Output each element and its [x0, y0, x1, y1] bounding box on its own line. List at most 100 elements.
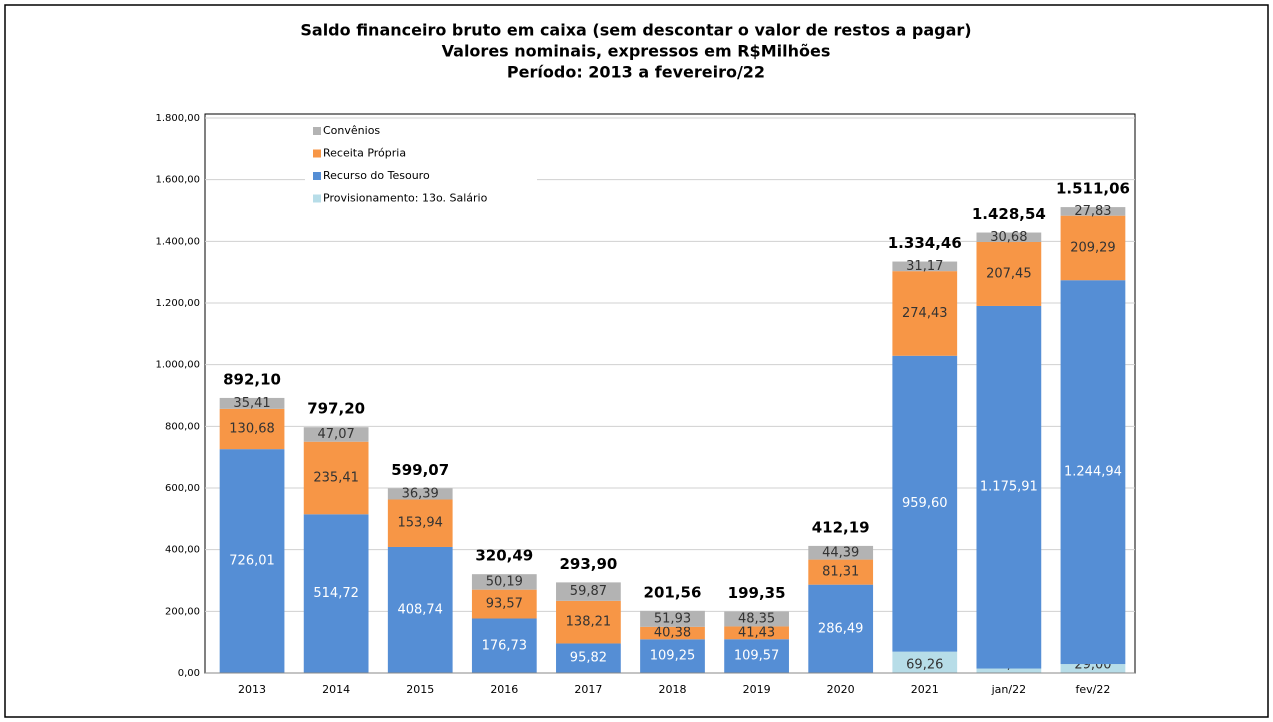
x-tick-label: 2014 — [322, 683, 350, 696]
data-label: 514,72 — [313, 586, 359, 601]
bar-segment — [892, 355, 958, 652]
total-label: 599,07 — [391, 461, 449, 479]
bar-segment — [1060, 207, 1126, 216]
total-label: 1.334,46 — [888, 234, 962, 252]
bar-segment — [471, 618, 537, 673]
data-label: 176,73 — [482, 638, 528, 653]
data-label: 235,41 — [313, 471, 359, 486]
data-label: 726,01 — [229, 554, 275, 569]
bar-segment — [976, 668, 1042, 673]
bar-segment — [724, 639, 789, 673]
data-label: 81,31 — [822, 565, 859, 580]
data-label: 50,19 — [486, 574, 523, 589]
bar-segment — [976, 305, 1042, 669]
x-tick-label: 2016 — [490, 683, 518, 696]
data-label: 109,25 — [650, 649, 696, 664]
total-label: 1.428,54 — [972, 205, 1046, 223]
data-label: 59,87 — [570, 584, 607, 599]
legend-swatch — [313, 194, 321, 203]
total-label: 797,20 — [307, 400, 365, 418]
data-label: 35,41 — [233, 396, 270, 411]
y-tick-label: 0,00 — [178, 668, 200, 679]
bar-segment — [303, 441, 369, 515]
bar-segment — [1060, 280, 1126, 665]
data-label: 40,38 — [654, 626, 691, 641]
legend-label: Provisionamento: 13o. Salário — [323, 192, 488, 205]
data-label: 153,94 — [397, 516, 443, 531]
data-label: 959,60 — [902, 496, 948, 511]
bar-segment — [640, 639, 705, 673]
data-label: 69,26 — [906, 658, 943, 673]
data-label: 44,39 — [822, 545, 859, 560]
x-tick-label: 2013 — [238, 683, 266, 696]
bar-segment — [808, 545, 874, 560]
data-label: 138,21 — [566, 615, 612, 630]
total-label: 201,56 — [644, 583, 702, 601]
bar-segment — [976, 232, 1042, 242]
bar-segment — [808, 559, 874, 585]
total-label: 892,10 — [223, 370, 281, 388]
legend-box — [305, 120, 537, 208]
bar-segment — [556, 600, 621, 644]
chart-title: Período: 2013 a fevereiro/22 — [507, 63, 765, 82]
x-tick-label: jan/22 — [991, 683, 1026, 696]
data-label: 1.244,94 — [1064, 465, 1122, 480]
bar-segment — [1060, 664, 1126, 673]
data-label: 93,57 — [486, 597, 523, 612]
data-label: 48,35 — [738, 611, 775, 626]
bar-segment — [808, 584, 874, 673]
legend-swatch — [313, 149, 321, 158]
y-tick-label: 600,00 — [165, 483, 200, 494]
bar-segment — [892, 261, 958, 272]
legend-label: Recurso do Tesouro — [323, 169, 430, 182]
legend-swatch — [313, 172, 321, 180]
data-label: 109,57 — [734, 649, 780, 664]
bar-segment — [303, 514, 369, 673]
x-tick-label: 2018 — [659, 683, 687, 696]
data-label: 95,82 — [570, 651, 607, 666]
bar-segment — [471, 589, 537, 619]
frame — [4, 4, 1269, 718]
total-label: 320,49 — [475, 547, 533, 565]
total-label: 293,90 — [559, 555, 617, 573]
data-label: 1.175,91 — [980, 480, 1038, 495]
bar-segment — [892, 271, 958, 356]
x-tick-label: 2019 — [743, 683, 771, 696]
x-tick-label: 2015 — [406, 683, 434, 696]
total-label: 412,19 — [812, 518, 870, 536]
bar-segment — [387, 488, 453, 500]
bar-segment — [471, 574, 537, 590]
bar-segment — [556, 643, 621, 673]
data-label: 30,68 — [990, 230, 1027, 245]
data-label: 286,49 — [818, 621, 864, 636]
data-label: 36,39 — [402, 486, 439, 501]
total-label: 1.511,06 — [1056, 180, 1130, 198]
legend-swatch — [313, 127, 321, 135]
legend-label: Receita Própria — [323, 147, 406, 160]
bar-segment — [387, 546, 453, 673]
data-label: 27,83 — [1074, 204, 1111, 219]
bar-segment — [387, 499, 453, 547]
data-label: 207,45 — [986, 266, 1032, 281]
bar-segment — [640, 610, 705, 627]
bar-segment — [219, 449, 285, 673]
bar-segment — [1060, 215, 1126, 281]
y-tick-label: 1.800,00 — [155, 113, 200, 124]
chart-title: Valores nominais, expressos em R$Milhões — [442, 42, 831, 61]
bar-segment — [892, 651, 958, 673]
bar-segment — [219, 397, 285, 409]
data-label: 51,93 — [654, 611, 691, 626]
x-tick-label: fev/22 — [1076, 683, 1111, 696]
bar-segment — [556, 582, 621, 601]
y-tick-label: 200,00 — [165, 606, 200, 617]
x-tick-label: 2017 — [574, 683, 602, 696]
data-label: 31,17 — [906, 259, 943, 274]
data-label: 47,07 — [318, 427, 355, 442]
bar-segment — [976, 241, 1042, 306]
y-tick-label: 800,00 — [165, 421, 200, 432]
y-tick-label: 1.600,00 — [155, 175, 200, 186]
bar-segment — [219, 408, 285, 450]
bar-segment — [724, 611, 789, 627]
data-label: 274,43 — [902, 306, 948, 321]
